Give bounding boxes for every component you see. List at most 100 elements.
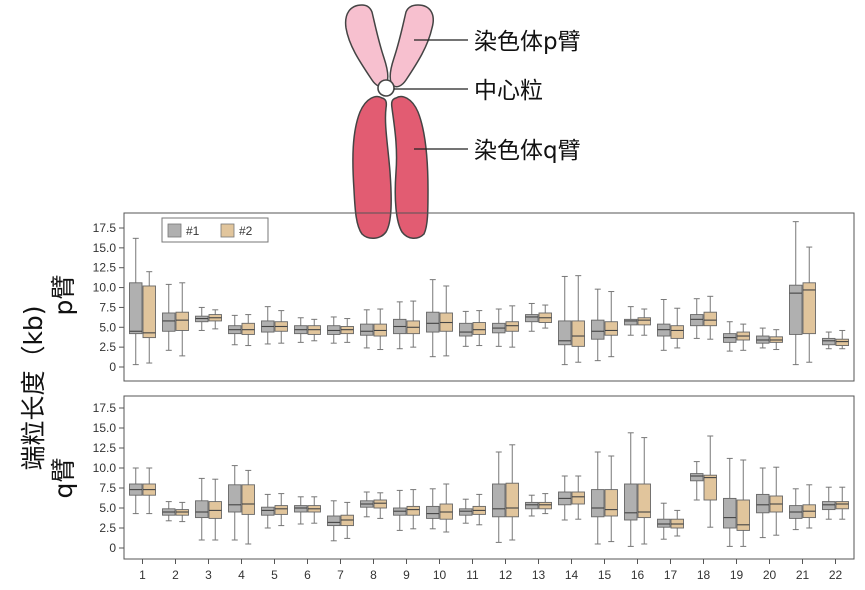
box xyxy=(294,505,308,513)
y-tick-label: 15.0 xyxy=(93,421,117,435)
y-tick-label: 15.0 xyxy=(93,241,117,255)
x-tick-label: 2 xyxy=(172,568,179,582)
x-tick-label: 4 xyxy=(238,568,245,582)
y-tick-label: 2.5 xyxy=(99,340,116,354)
box xyxy=(327,515,341,527)
q-arm-plot-frame xyxy=(123,395,855,560)
box xyxy=(538,501,552,510)
box xyxy=(525,314,539,323)
chromosome-diagram: 染色体p臂 中心粒 染色体q臂 xyxy=(344,4,581,239)
box xyxy=(657,518,671,528)
box xyxy=(736,499,750,531)
x-tick-label: 9 xyxy=(403,568,410,582)
box xyxy=(624,483,638,521)
box xyxy=(703,474,717,501)
x-tick-label: 3 xyxy=(205,568,212,582)
box xyxy=(175,311,189,331)
box xyxy=(492,483,506,518)
box xyxy=(426,505,440,519)
x-tick-label: 11 xyxy=(466,568,479,582)
box xyxy=(261,506,275,516)
x-tick-label: 10 xyxy=(433,568,447,582)
box xyxy=(835,501,849,510)
x-tick-label: 1 xyxy=(139,568,146,582)
q-arm-label: 染色体q臂 xyxy=(474,138,581,164)
x-tick-label: 22 xyxy=(829,568,843,582)
box xyxy=(162,312,176,332)
legend-label-series-2: #2 xyxy=(239,224,253,238)
box xyxy=(789,284,803,335)
x-tick-label: 6 xyxy=(304,568,311,582)
box xyxy=(604,489,618,517)
y-tick-label: 12.5 xyxy=(93,441,117,455)
box xyxy=(195,500,209,519)
q-arm-right xyxy=(390,95,429,239)
x-tick-label: 5 xyxy=(271,568,278,582)
box xyxy=(406,505,420,516)
legend-swatch-series-2 xyxy=(220,223,235,238)
y-tick-label: 5.0 xyxy=(99,320,116,334)
box xyxy=(703,311,717,327)
y-tick-label: 7.5 xyxy=(99,481,116,495)
x-tick-label: 18 xyxy=(697,568,711,582)
box xyxy=(822,337,836,346)
x-tick-label: 20 xyxy=(763,568,777,582)
box xyxy=(756,493,770,514)
p-arm-left xyxy=(344,4,389,88)
box xyxy=(802,282,816,335)
box xyxy=(670,325,684,339)
x-tick-label: 14 xyxy=(565,568,579,582)
box xyxy=(591,489,605,518)
y-tick-label: 10.0 xyxy=(93,461,117,475)
y-tick-label: 17.5 xyxy=(93,401,117,415)
box xyxy=(241,484,255,515)
x-tick-label: 17 xyxy=(664,568,678,582)
legend-swatch-series-1 xyxy=(167,223,182,238)
box xyxy=(472,322,486,335)
q-arm-left xyxy=(352,95,392,239)
legend-label-series-1: #1 xyxy=(186,224,200,238)
box xyxy=(505,482,519,518)
centromere-dot xyxy=(377,79,395,97)
box xyxy=(142,285,156,339)
box xyxy=(835,338,849,347)
q-arm-boxplots: 0 2.5 5.0 7.5 10.0 12.5 15.0 17.5 xyxy=(93,401,849,555)
box xyxy=(723,497,737,529)
y-tick-label: 10.0 xyxy=(93,281,117,295)
centromere-label: 中心粒 xyxy=(474,78,543,104)
box xyxy=(241,322,255,335)
y-tick-label: 5.0 xyxy=(99,501,116,515)
q-arm-panel-label: q臂 xyxy=(49,458,78,499)
legend: #1 #2 xyxy=(161,217,269,243)
y-tick-label: 0 xyxy=(109,360,116,374)
y-tick-label: 7.5 xyxy=(99,300,116,314)
box xyxy=(459,322,473,337)
box xyxy=(525,501,539,510)
box xyxy=(129,282,143,335)
box xyxy=(591,319,605,340)
box xyxy=(690,314,704,327)
box xyxy=(360,323,374,336)
p-arm-plot-frame xyxy=(123,212,855,382)
box xyxy=(426,311,440,333)
box xyxy=(637,317,651,326)
box xyxy=(571,320,585,347)
y-axis-label: 端粒长度（kb) xyxy=(19,305,48,470)
box xyxy=(558,320,572,346)
box xyxy=(690,473,704,482)
box xyxy=(637,483,651,519)
y-tick-label: 17.5 xyxy=(93,221,117,235)
x-tick-label: 21 xyxy=(796,568,810,582)
p-arm-panel-label: p臂 xyxy=(49,275,78,316)
y-tick-label: 0 xyxy=(109,541,116,555)
x-tick-label: 7 xyxy=(337,568,344,582)
box xyxy=(604,321,618,336)
y-tick-label: 12.5 xyxy=(93,261,117,275)
box xyxy=(624,318,638,326)
x-tick-label: 16 xyxy=(631,568,645,582)
p-arm-right xyxy=(389,4,434,88)
box xyxy=(571,491,585,505)
box xyxy=(459,508,473,516)
x-tick-label: 19 xyxy=(730,568,744,582)
